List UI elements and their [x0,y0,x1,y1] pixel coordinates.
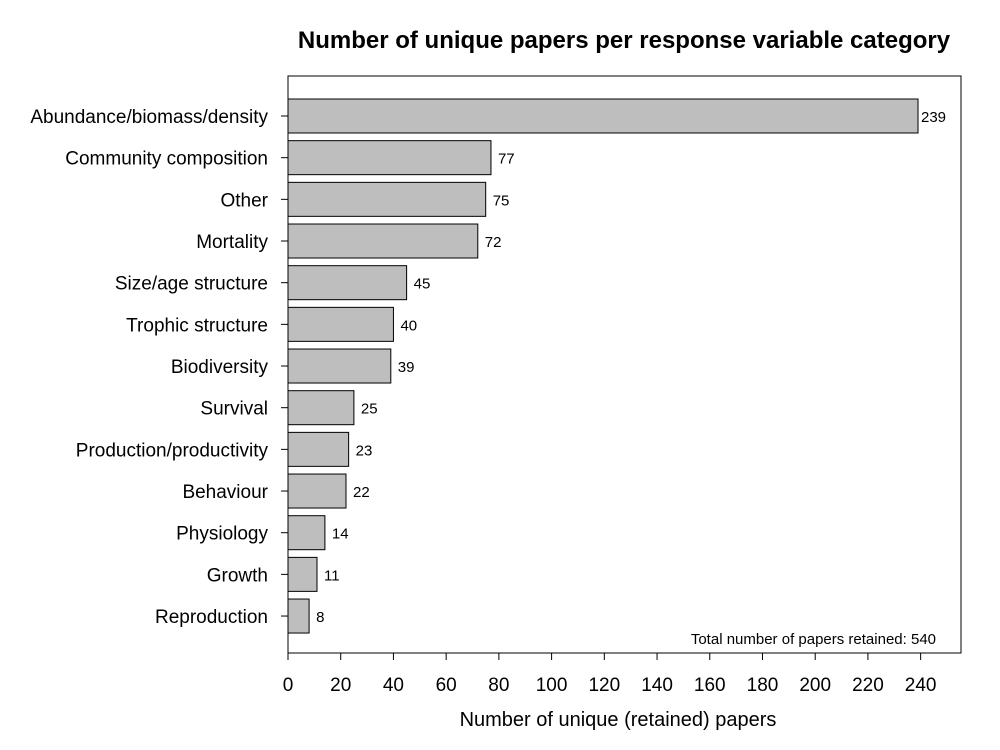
value-label-behaviour: 22 [353,484,370,501]
bar-size-age-structure [287,265,408,301]
category-label-physiology: Physiology [176,524,268,545]
category-label-other: Other [220,190,268,211]
value-label-production-productivity: 23 [356,442,373,459]
category-label-growth: Growth [207,565,268,586]
total-annotation: Total number of papers retained: 540 [691,631,936,648]
value-labels: 239 77 75 72 45 40 39 25 23 22 14 11 8 [316,109,946,626]
category-label-reproduction: Reproduction [155,607,268,628]
category-label-survival: Survival [200,399,268,420]
category-label-size-age-structure: Size/age structure [115,274,268,295]
x-tick-label: 200 [799,675,831,696]
value-label-mortality: 72 [485,234,502,251]
bar-physiology [287,515,326,551]
x-tick-label: 100 [536,675,568,696]
category-label-abundance-biomass-density: Abundance/biomass/density [30,107,268,128]
x-tick-label: 80 [488,675,509,696]
value-label-community-composition: 77 [498,151,515,168]
x-tick-label: 120 [588,675,620,696]
category-label-biodiversity: Biodiversity [171,357,269,378]
category-label-trophic-structure: Trophic structure [126,315,268,336]
value-label-other: 75 [493,192,510,209]
value-label-trophic-structure: 40 [400,317,417,334]
x-tick-label: 0 [283,675,294,696]
bar-reproduction [287,598,310,634]
x-tick-label: 160 [694,675,726,696]
value-label-growth: 11 [324,567,340,584]
bar-abundance-biomass-density [287,98,919,134]
bar-community-composition [287,140,492,176]
value-label-size-age-structure: 45 [414,276,431,293]
x-axis: 0 20 40 60 80 100 120 140 160 180 200 220 240 [283,652,937,696]
chart-title: Number of unique papers per response var… [298,27,951,54]
x-tick-label: 40 [383,675,404,696]
category-label-community-composition: Community composition [65,149,268,170]
bar-biodiversity [287,348,392,384]
x-tick-label: 180 [747,675,779,696]
bar-mortality [287,223,479,259]
category-label-behaviour: Behaviour [182,482,268,503]
x-tick-label: 220 [852,675,884,696]
value-label-biodiversity: 39 [398,359,415,376]
bar-other [287,181,487,217]
bar-trophic-structure [287,306,394,342]
bar-production-productivity [287,431,350,467]
value-label-abundance-biomass-density: 239 [921,109,946,126]
x-tick-label: 20 [330,675,351,696]
bar-growth [287,556,318,592]
x-tick-label: 140 [641,675,673,696]
category-label-production-productivity: Production/productivity [76,440,269,461]
bar-behaviour [287,473,347,509]
x-tick-label: 240 [905,675,937,696]
value-label-reproduction: 8 [316,609,324,626]
bar-survival [287,390,355,426]
category-labels: Abundance/biomass/density Community compo… [30,107,288,628]
category-label-mortality: Mortality [196,232,268,253]
x-tick-label: 60 [436,675,457,696]
x-axis-title: Number of unique (retained) papers [460,709,777,731]
value-label-survival: 25 [361,401,378,418]
value-label-physiology: 14 [332,526,349,543]
bars-layer [287,98,919,634]
